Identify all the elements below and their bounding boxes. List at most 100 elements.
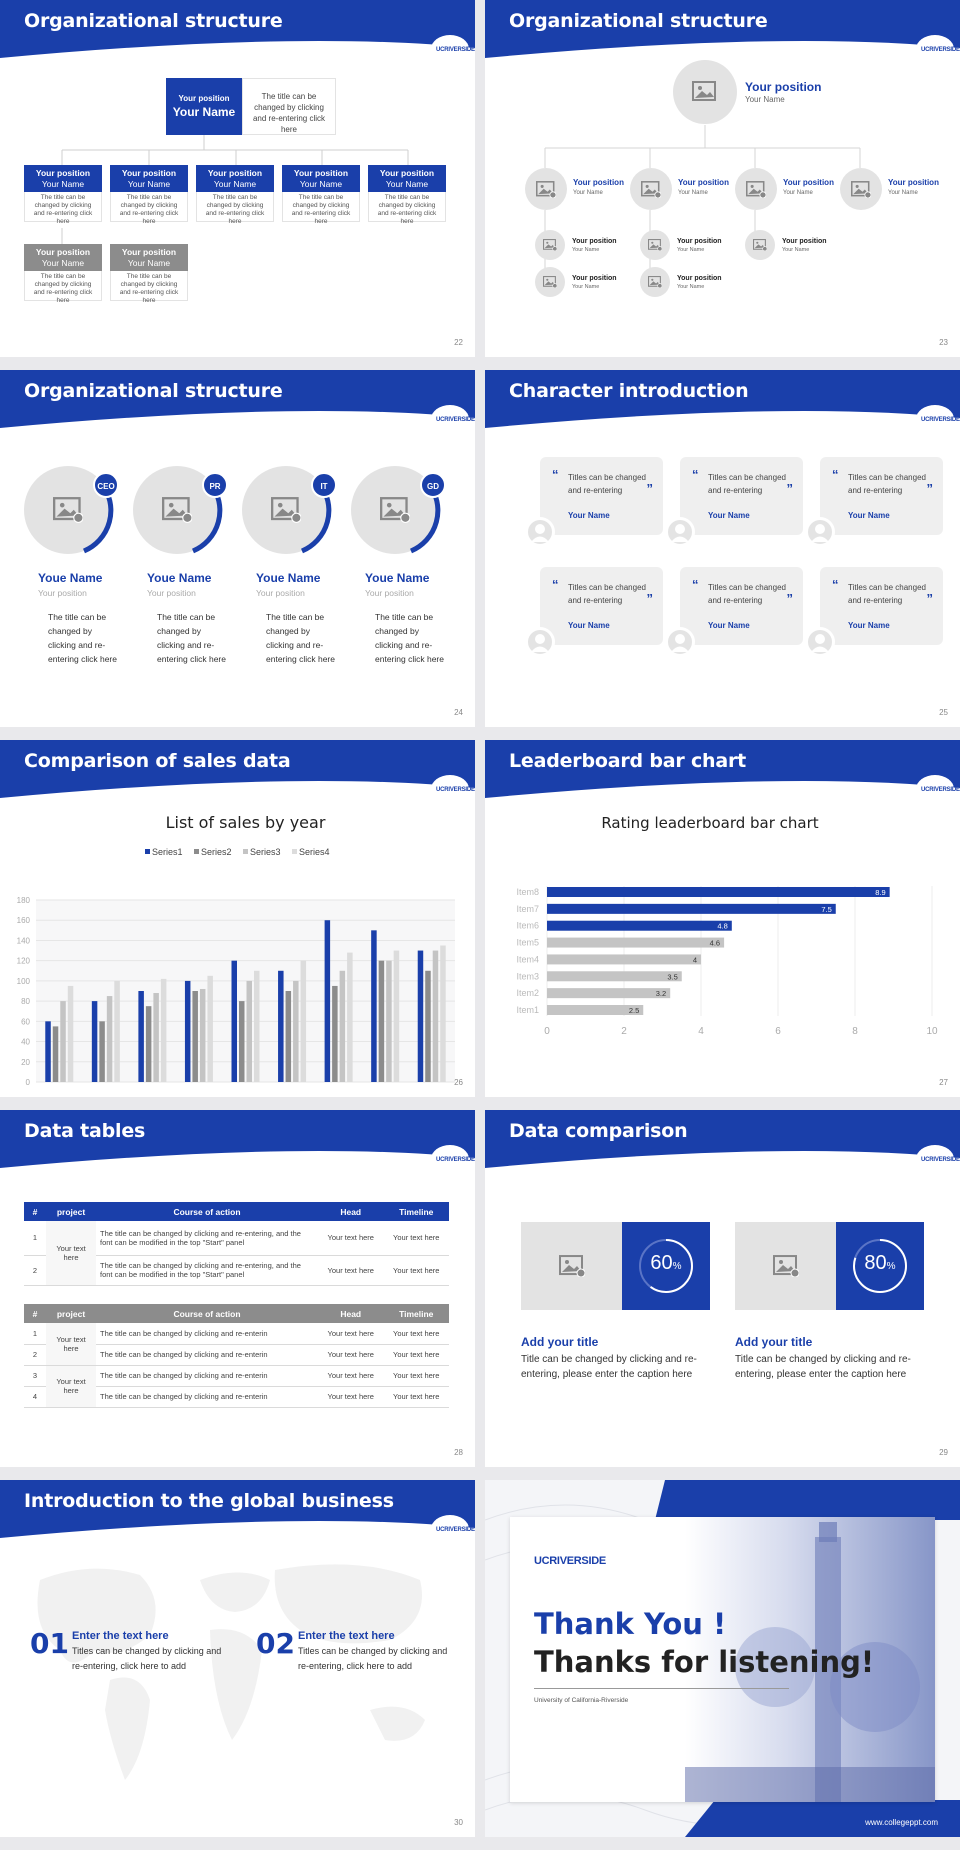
comparison-card[interactable]: 60% bbox=[521, 1222, 710, 1310]
image-placeholder-icon[interactable] bbox=[525, 168, 567, 210]
university-name: University of California-Riverside bbox=[534, 1697, 629, 1704]
logo: UCRIVERSIDE bbox=[431, 35, 475, 63]
image-placeholder-icon[interactable] bbox=[640, 230, 670, 260]
image-placeholder-icon[interactable] bbox=[535, 230, 565, 260]
box-description: The title can be changed by clicking and… bbox=[110, 192, 188, 225]
image-placeholder-icon[interactable] bbox=[673, 60, 737, 124]
slide-27[interactable]: Leaderboard bar chart UCRIVERSIDE Rating… bbox=[485, 740, 960, 1097]
bar bbox=[547, 988, 671, 999]
y-tick-label: 40 bbox=[21, 1038, 30, 1047]
page-number: 25 bbox=[939, 708, 948, 717]
bar bbox=[393, 950, 400, 1082]
y-tick-label: 20 bbox=[21, 1058, 30, 1067]
testimonial-card[interactable]: “” Titles can be changed and re-entering Y… bbox=[820, 457, 943, 535]
org-position-box[interactable]: Your position Your Name The title can be c… bbox=[368, 165, 446, 225]
data-label: 3.2 bbox=[656, 989, 666, 998]
org-position-box[interactable]: Your position Your Name The title can be c… bbox=[110, 244, 188, 304]
testimonial-card[interactable]: “” Titles can be changed and re-entering Y… bbox=[820, 567, 943, 645]
col-header: # bbox=[32, 1206, 38, 1217]
y-tick-label: Item3 bbox=[516, 971, 539, 981]
item-number: 02 bbox=[256, 1627, 295, 1660]
legend-label: Series3 bbox=[250, 847, 281, 857]
testimonial-card[interactable]: “” Titles can be changed and re-entering Y… bbox=[540, 457, 663, 535]
campus-photo bbox=[685, 1517, 935, 1802]
y-tick-label: Item8 bbox=[516, 887, 539, 897]
testimonial-card[interactable]: “” Titles can be changed and re-entering Y… bbox=[680, 567, 803, 645]
slide-24[interactable]: Organizational structure UCRIVERSIDE CEO… bbox=[0, 370, 475, 727]
image-placeholder-icon[interactable] bbox=[735, 168, 777, 210]
box-description: The title can be changed by clicking and… bbox=[110, 271, 188, 304]
bar bbox=[547, 920, 732, 931]
x-tick-label: 2 bbox=[621, 1026, 627, 1037]
slide-22[interactable]: Organizational structure UCRIVERSIDE You… bbox=[0, 0, 475, 357]
org-position-box[interactable]: Your position Your Name The title can be c… bbox=[24, 165, 102, 225]
slide-26[interactable]: Comparison of sales data UCRIVERSIDE Lis… bbox=[0, 740, 475, 1097]
comparison-caption: Add your title Title can be changed by cl… bbox=[735, 1335, 911, 1380]
image-placeholder-icon[interactable] bbox=[840, 168, 882, 210]
image-placeholder-icon[interactable] bbox=[640, 267, 670, 297]
testimonial-card[interactable]: “” Titles can be changed and re-entering Y… bbox=[680, 457, 803, 535]
sub-position-label: Your position Your Name bbox=[677, 275, 722, 290]
person-photo[interactable]: GD bbox=[351, 466, 446, 554]
comparison-card[interactable]: 80% bbox=[735, 1222, 924, 1310]
data-label: 4.6 bbox=[710, 939, 720, 948]
org-top-box[interactable]: Your position Your Name bbox=[166, 78, 242, 135]
org-position-box[interactable]: Your position Your Name The title can be c… bbox=[110, 165, 188, 225]
logo: UCRIVERSIDE bbox=[534, 1555, 606, 1567]
col-header: Head bbox=[340, 1206, 362, 1217]
image-placeholder-icon[interactable] bbox=[535, 267, 565, 297]
slide-25[interactable]: Character introduction UCRIVERSIDE “” Tit… bbox=[485, 370, 960, 727]
testimonial-card[interactable]: “” Titles can be changed and re-entering Y… bbox=[540, 567, 663, 645]
bar bbox=[67, 985, 74, 1082]
slide-header: Character introduction UCRIVERSIDE bbox=[485, 370, 960, 434]
avatar-icon bbox=[805, 627, 835, 657]
bar bbox=[239, 1001, 245, 1082]
sub-position-label: Your position Your Name bbox=[782, 238, 827, 253]
box-description: The title can be changed by clicking and… bbox=[196, 192, 274, 225]
legend-swatch bbox=[194, 849, 199, 854]
bar bbox=[339, 970, 346, 1082]
col-header: project bbox=[56, 1206, 86, 1217]
slide-31[interactable]: UCRIVERSIDE Thank You ! Thanks for liste… bbox=[485, 1480, 960, 1837]
quote-open-icon: “ bbox=[552, 467, 559, 482]
footer-url[interactable]: www.collegeppt.com bbox=[865, 1818, 938, 1827]
org-position-box[interactable]: Your position Your Name The title can be c… bbox=[196, 165, 274, 225]
slide-28[interactable]: Data tables UCRIVERSIDE # project Course… bbox=[0, 1110, 475, 1467]
thanks-subheading: Thanks for listening! bbox=[534, 1645, 875, 1679]
bar bbox=[378, 960, 385, 1082]
data-table-2: # project Course of action Head Timeline… bbox=[24, 1304, 449, 1408]
y-tick-label: Item4 bbox=[516, 954, 539, 964]
org-position-box[interactable]: Your position Your Name The title can be c… bbox=[24, 244, 102, 304]
slide-header: Organizational structure UCRIVERSIDE bbox=[485, 0, 960, 64]
slide-30[interactable]: Introduction to the global business UCRI… bbox=[0, 1480, 475, 1837]
bar bbox=[99, 1021, 105, 1082]
person-info: Youe Name Your position The title can be c… bbox=[365, 571, 444, 664]
bar bbox=[114, 980, 120, 1082]
y-tick-label: Item2 bbox=[516, 988, 539, 998]
mid-position-label: Your position Your Name bbox=[678, 178, 729, 196]
item-text: Enter the text here Titles can be changed… bbox=[72, 1630, 222, 1671]
slide-title: Data comparison bbox=[509, 1120, 688, 1142]
data-label: 8.9 bbox=[875, 888, 885, 897]
org-position-box[interactable]: Your position Your Name The title can be c… bbox=[282, 165, 360, 225]
bar bbox=[547, 887, 890, 897]
page-number: 26 bbox=[454, 1078, 463, 1087]
sub-position-label: Your position Your Name bbox=[677, 238, 722, 253]
quote-close-icon: ” bbox=[786, 591, 794, 606]
bar bbox=[199, 988, 206, 1082]
image-placeholder-icon[interactable] bbox=[745, 230, 775, 260]
slide-23[interactable]: Organizational structure UCRIVERSIDE You… bbox=[485, 0, 960, 357]
person-photo[interactable]: IT bbox=[242, 466, 337, 554]
image-placeholder-icon[interactable] bbox=[630, 168, 672, 210]
leaderboard-bar-chart: Rating leaderboard bar chart 0 2 4 6 8 10 8.9 It… bbox=[516, 814, 938, 1037]
plot-area bbox=[36, 900, 455, 1082]
slide-header: Introduction to the global business UCRI… bbox=[0, 1480, 475, 1544]
person-photo[interactable]: PR bbox=[133, 466, 228, 554]
page-number: 22 bbox=[454, 338, 463, 347]
person-photo[interactable]: CEO bbox=[24, 466, 119, 554]
person-info: Youe Name Your position The title can be c… bbox=[38, 571, 117, 664]
data-label: 2.5 bbox=[629, 1006, 639, 1015]
quote-open-icon: “ bbox=[692, 467, 699, 482]
y-tick-label: 0 bbox=[26, 1078, 31, 1087]
slide-29[interactable]: Data comparison UCRIVERSIDE 60% Add your … bbox=[485, 1110, 960, 1467]
